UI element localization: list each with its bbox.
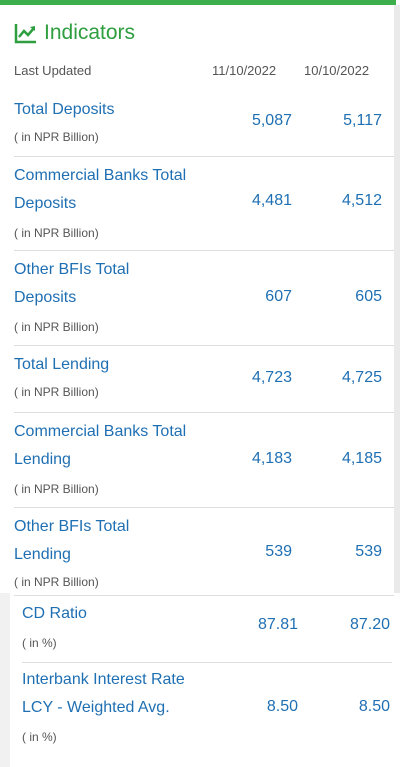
panel-shadow <box>394 5 400 593</box>
indicator-unit: ( in NPR Billion) <box>14 320 99 334</box>
indicator-unit: ( in NPR Billion) <box>14 575 99 589</box>
indicator-label[interactable]: Other BFIs Total Deposits <box>14 256 129 312</box>
indicator-unit: ( in NPR Billion) <box>14 385 99 399</box>
top-accent-bar <box>0 0 396 5</box>
indicator-label-line: Total Deposits <box>14 101 115 118</box>
indicator-value-date1: 8.50 <box>266 698 298 715</box>
indicator-label-line: Lending <box>14 451 71 468</box>
indicator-label[interactable]: Total Lending <box>14 351 109 379</box>
indicator-unit: ( in %) <box>22 730 57 744</box>
indicator-label-line: Interbank Interest Rate <box>22 671 185 688</box>
indicator-label-line: Other BFIs Total <box>14 518 130 535</box>
indicator-value-date1: 607 <box>265 288 292 305</box>
indicator-label[interactable]: Other BFIs Total Lending <box>14 513 129 569</box>
indicator-unit: ( in %) <box>22 636 57 650</box>
indicator-row: Other BFIs Total Lending ( in NPR Billion)… <box>14 507 394 596</box>
indicator-row: Commercial Banks Total Deposits ( in NPR B… <box>14 156 394 251</box>
indicator-label-line: Total Lending <box>14 356 110 373</box>
indicator-label-line: Deposits <box>14 195 77 212</box>
indicator-label[interactable]: Total Deposits <box>14 96 115 124</box>
indicator-label-line: Deposits <box>14 289 77 306</box>
indicator-value-date1: 4,481 <box>251 192 292 209</box>
indicator-row: CD Ratio ( in %) 87.81 87.20 <box>22 596 392 663</box>
indicator-label-line: Other BFIs Total <box>14 261 130 278</box>
indicator-label[interactable]: Commercial Banks Total Deposits <box>14 162 186 218</box>
indicator-label[interactable]: Commercial Banks Total Lending <box>14 418 186 474</box>
panel-title: Indicators <box>44 21 136 44</box>
lower-panel-shade <box>0 593 10 767</box>
indicator-value-date2: 4,725 <box>341 369 382 386</box>
indicator-label-line: Lending <box>14 546 71 563</box>
indicator-label[interactable]: Interbank Interest Rate LCY - Weighted Av… <box>22 666 185 722</box>
date-column-2: 10/10/2022 <box>304 63 370 78</box>
indicator-row: Interbank Interest Rate LCY - Weighted Av… <box>22 662 392 762</box>
indicator-value-date2: 4,185 <box>341 450 382 467</box>
indicator-row: Other BFIs Total Deposits ( in NPR Billion… <box>14 250 394 346</box>
indicator-label-line: Commercial Banks Total <box>14 423 187 440</box>
lower-panel <box>10 596 400 767</box>
indicator-label-line: Commercial Banks Total <box>14 167 187 184</box>
indicator-row: Total Lending ( in NPR Billion) 4,723 4,725 <box>14 345 394 413</box>
indicator-value-date1: 4,723 <box>251 369 292 386</box>
chart-trend-icon <box>14 24 36 44</box>
indicator-value-date2: 539 <box>355 543 382 560</box>
indicator-value-date2: 605 <box>355 288 382 305</box>
indicator-label-line: LCY - Weighted Avg. <box>22 699 170 716</box>
indicator-unit: ( in NPR Billion) <box>14 130 99 144</box>
indicator-label[interactable]: CD Ratio <box>22 600 87 628</box>
panel-header: Indicators <box>14 20 135 46</box>
indicator-value-date2: 8.50 <box>358 698 390 715</box>
date-column-1: 11/10/2022 <box>212 63 277 78</box>
indicator-value-date2: 5,117 <box>343 112 382 129</box>
indicator-value-date1: 87.81 <box>257 616 298 633</box>
indicator-unit: ( in NPR Billion) <box>14 226 99 240</box>
indicator-value-date1: 4,183 <box>251 450 292 467</box>
indicator-label-line: CD Ratio <box>22 605 87 622</box>
indicator-row: Total Deposits ( in NPR Billion) 5,087 5,11… <box>14 88 394 157</box>
indicator-unit: ( in NPR Billion) <box>14 482 99 496</box>
last-updated-label: Last Updated <box>14 63 92 78</box>
indicator-value-date1: 5,087 <box>251 112 292 129</box>
indicator-row: Commercial Banks Total Lending ( in NPR Bi… <box>14 412 394 508</box>
indicator-value-date2: 87.20 <box>349 616 390 633</box>
indicator-value-date2: 4,512 <box>341 192 382 209</box>
indicator-value-date1: 539 <box>265 543 292 560</box>
